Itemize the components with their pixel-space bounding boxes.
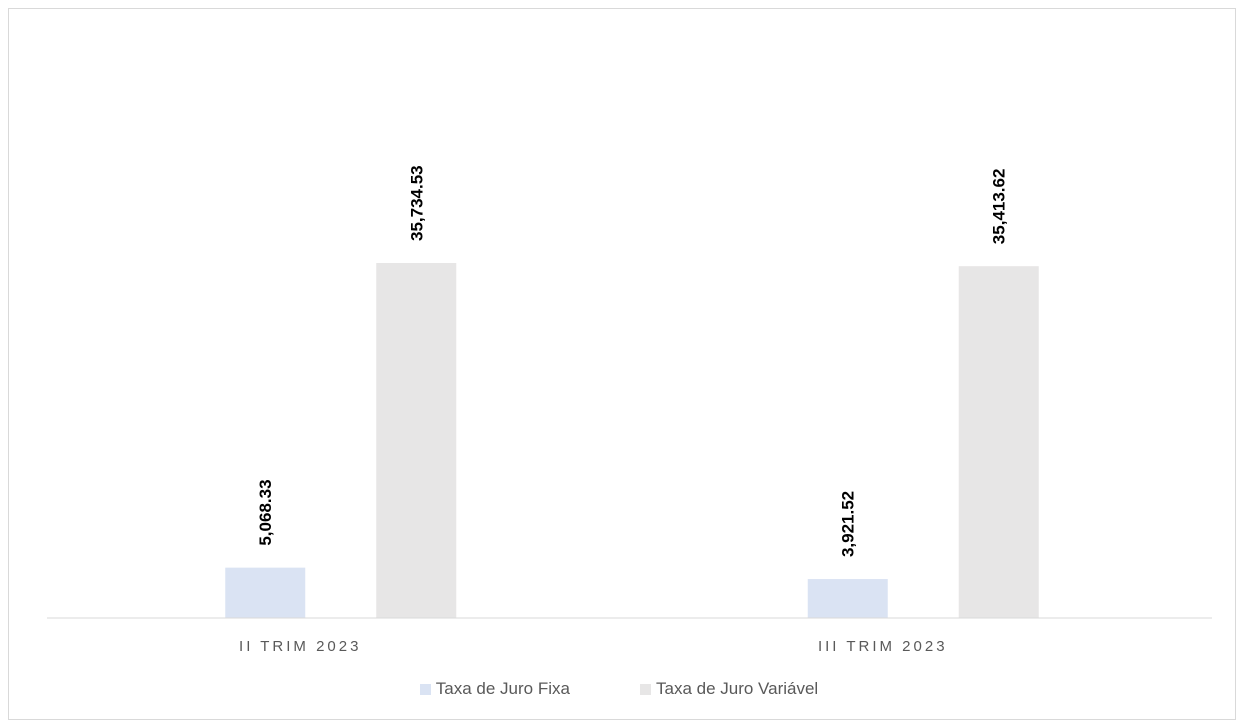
data-label-variable-0: 35,734.53 <box>407 165 426 241</box>
data-label-fixed-1: 3,921.52 <box>839 491 858 557</box>
bar-fixed-1 <box>807 579 888 618</box>
legend-item-fixed-rate: Taxa de Juro Fixa <box>419 679 570 699</box>
data-labels-layer: 5,068.33 35,734.53 3,921.52 35,413.62 <box>256 165 1009 557</box>
legend-label-variable-rate: Taxa de Juro Variável <box>655 679 819 698</box>
bar-variable-0 <box>376 263 457 618</box>
legend-item-variable-rate: Taxa de Juro Variável <box>639 679 819 699</box>
bar-variable-1 <box>958 266 1039 618</box>
bar-fixed-0 <box>225 567 306 618</box>
x-tick-labels-layer: II TRIM 2023 III TRIM 2023 <box>239 638 948 655</box>
data-label-fixed-0: 5,068.33 <box>256 479 275 545</box>
x-tick-label-0: II TRIM 2023 <box>239 638 361 655</box>
legend-swatch-variable-rate <box>639 683 651 695</box>
bars-layer <box>225 263 1039 618</box>
legend-label-fixed-rate: Taxa de Juro Fixa <box>435 679 570 698</box>
legend: Taxa de Juro Fixa Taxa de Juro Variável <box>0 677 1238 701</box>
x-tick-label-1: III TRIM 2023 <box>818 638 948 655</box>
legend-swatch-fixed-rate <box>419 683 431 695</box>
data-label-variable-1: 35,413.62 <box>990 169 1009 245</box>
